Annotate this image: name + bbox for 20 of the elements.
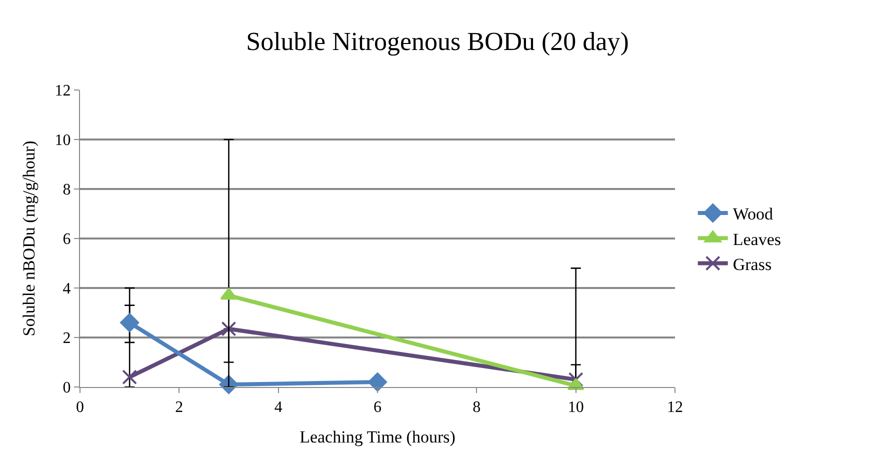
x-tick-label: 12	[667, 399, 683, 416]
legend-label: Wood	[732, 204, 774, 224]
y-tick-label: 12	[54, 82, 71, 100]
x-tick-label: 10	[568, 399, 584, 416]
x-tick-label: 4	[274, 399, 282, 416]
y-tick-label: 10	[54, 132, 71, 150]
legend-label: Grass	[732, 254, 772, 274]
y-tick-label: 8	[62, 182, 71, 199]
y-axis-title: Soluble nBODu (mg/g/hour)	[19, 140, 38, 336]
legend-label: Leaves	[732, 230, 781, 249]
y-tick-label: 2	[62, 330, 71, 348]
y-tick-label: 0	[62, 380, 71, 397]
x-tick-label: 6	[374, 399, 382, 416]
x-tick-label: 8	[472, 399, 481, 416]
y-tick-label: 6	[62, 231, 71, 248]
x-axis-title: Leaching Time (hours)	[300, 428, 456, 447]
x-tick-label: 0	[76, 399, 84, 416]
y-tick-label: 4	[62, 280, 71, 298]
x-tick-label: 2	[175, 399, 184, 416]
chart-title: Soluble Nitrogenous BODu (20 day)	[246, 27, 629, 56]
